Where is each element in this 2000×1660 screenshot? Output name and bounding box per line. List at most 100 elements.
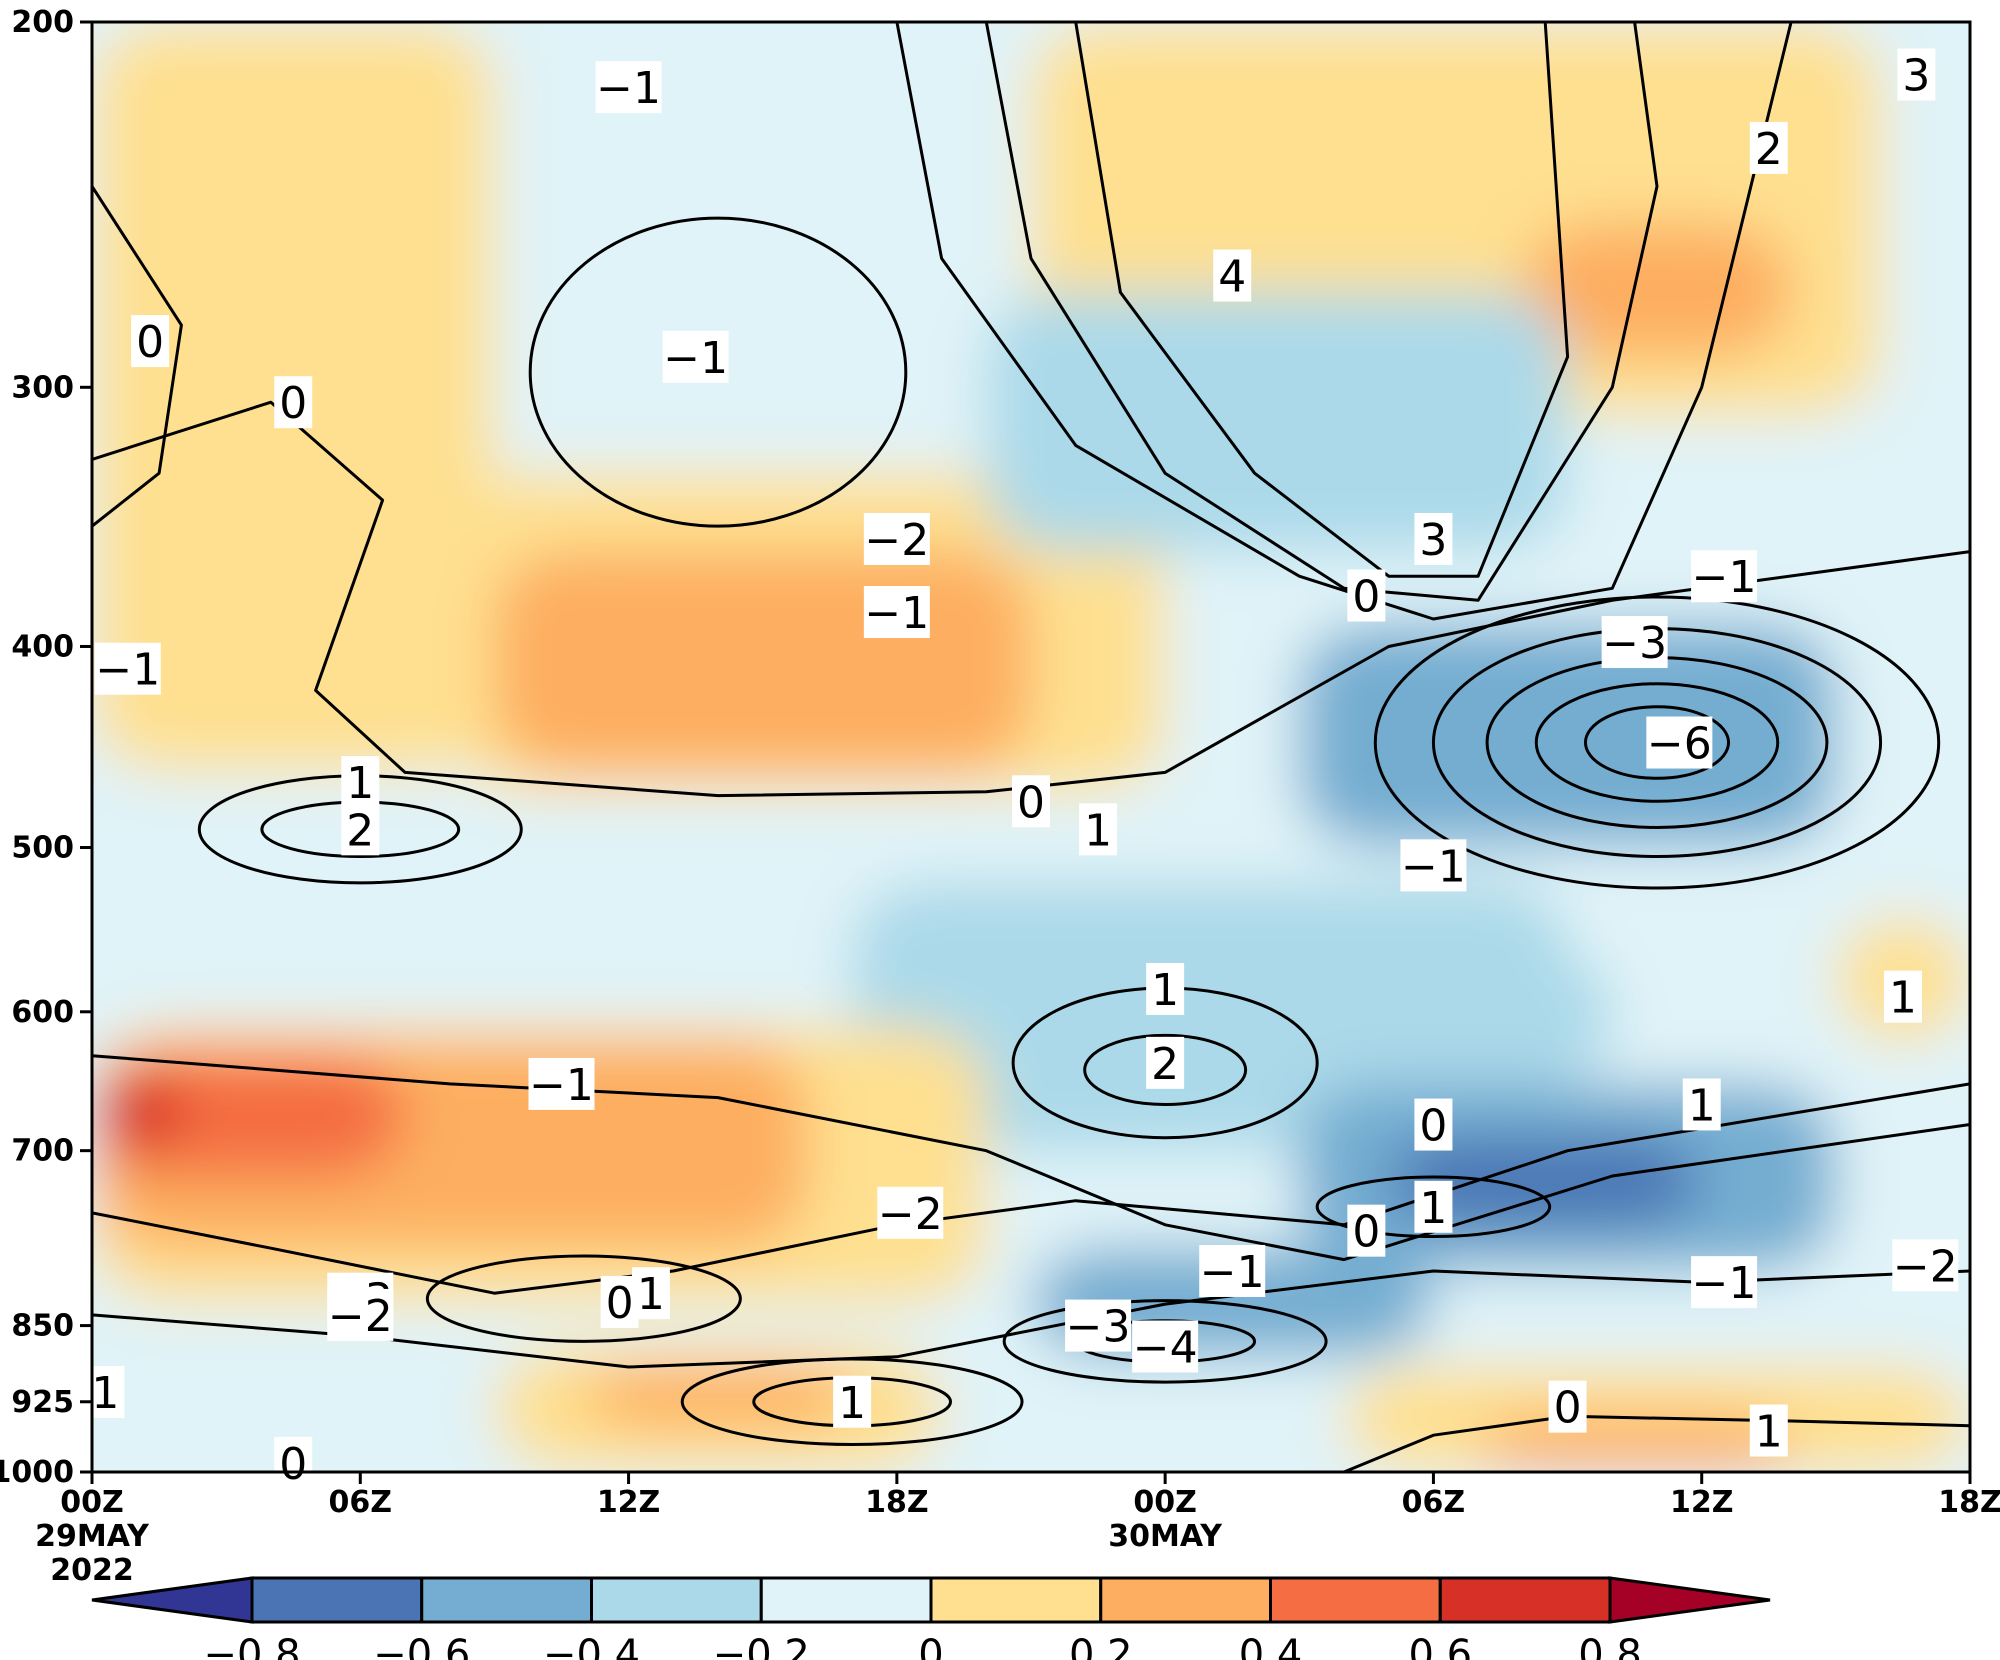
y-tick-label: 200	[11, 5, 74, 40]
shaded-region	[92, 1069, 182, 1151]
contour-line	[1583, 705, 1731, 780]
contour-label-bg	[863, 512, 930, 565]
colorbar-box	[1099, 1576, 1272, 1624]
contour-label: 0	[1554, 1383, 1582, 1434]
y-tick-label: 925	[11, 1385, 74, 1420]
y-axis: 200 300 400 500 600 700 850 925 1000	[0, 5, 92, 1490]
contour-line	[92, 1054, 1970, 1262]
shaded-region	[1478, 1416, 1792, 1472]
contour-label: −1	[864, 588, 929, 639]
contour-label: 0	[136, 317, 164, 368]
contour-label-bg	[274, 1436, 313, 1489]
x-tick-label: 12Z	[1670, 1485, 1734, 1520]
shaded-region	[1344, 668, 1702, 811]
contour-label: 1	[1151, 965, 1179, 1016]
colorbar-tick-label: 0.8	[1578, 1632, 1642, 1660]
colorbar-tick-label: 0	[918, 1632, 943, 1660]
contour-label-bg	[1548, 1380, 1587, 1433]
colorbar-tick-label: 0.6	[1408, 1632, 1472, 1660]
x-tick-label: 12Z	[597, 1485, 661, 1520]
y-tick-label: 850	[11, 1309, 74, 1344]
contour-label-bg	[595, 61, 662, 114]
x-tick-label: 18Z	[1938, 1485, 2000, 1520]
contour-label-bg	[833, 1375, 872, 1428]
contour-label-bg	[662, 330, 729, 383]
contour-label-bg	[528, 1057, 595, 1110]
contour-label: −1	[95, 645, 160, 696]
contour-line	[528, 216, 908, 528]
colorbar-tick-label: −0.2	[713, 1632, 810, 1660]
contour-label: −4	[1133, 1323, 1198, 1374]
contour-label-bg	[1883, 970, 1922, 1023]
contour-label-bg	[1347, 1204, 1386, 1257]
y-tick-label: 600	[11, 995, 74, 1030]
colorbar-box	[250, 1576, 424, 1624]
colorbar-box	[759, 1576, 933, 1624]
y-tick-label: 500	[11, 831, 74, 866]
contour-label: −1	[1692, 1258, 1757, 1309]
contour-line	[1074, 22, 1570, 578]
y-tick-label: 400	[11, 629, 74, 664]
contour-label: −2	[328, 1291, 393, 1342]
colorbar-tick-label: −0.4	[543, 1632, 640, 1660]
contour-label-bg	[1213, 249, 1252, 302]
contour-label-bg	[1347, 569, 1386, 622]
contour-label: 1	[1419, 1183, 1447, 1234]
contour-line	[1373, 595, 1941, 890]
contour-line	[92, 185, 183, 528]
contour-label: −3	[1602, 618, 1667, 669]
contour-label-bg	[1892, 1239, 1959, 1292]
contour-label: −1	[1401, 841, 1466, 892]
contour-label: −2	[878, 1189, 943, 1240]
contour-label-bg	[1682, 1078, 1721, 1131]
contour-label: 1	[91, 1368, 119, 1419]
x-date-label: 30MAY	[1108, 1519, 1223, 1554]
contour-label: 4	[1218, 252, 1246, 303]
contour-label: 2	[1151, 1039, 1179, 1090]
x-date-label: 2022	[50, 1553, 134, 1588]
contour-label: 1	[1755, 1407, 1783, 1458]
x-tick-label: 18Z	[865, 1485, 929, 1520]
shaded-region	[1388, 1137, 1702, 1225]
colorbar-box	[929, 1576, 1103, 1624]
contour-label: 2	[346, 805, 374, 856]
contour-label-bg	[1646, 716, 1713, 769]
contour-label-bg	[1897, 48, 1936, 101]
contour-label: −2	[1893, 1241, 1958, 1292]
contour-label-bg	[1199, 1244, 1266, 1297]
colorbar-tick-label: −0.8	[203, 1632, 300, 1660]
y-tick-label: 700	[11, 1134, 74, 1169]
contour-label-bg	[1132, 1320, 1199, 1373]
contour-line	[984, 22, 1659, 602]
contour-label: 3	[1902, 50, 1930, 101]
colorbar-tick-label: 0.4	[1239, 1632, 1303, 1660]
y-tick-label: 1000	[0, 1455, 74, 1490]
contour-label-bg	[1749, 1404, 1788, 1457]
shaded-region	[494, 551, 1031, 773]
contour-label: 0	[1352, 1207, 1380, 1258]
x-tick-label: 00Z	[60, 1485, 124, 1520]
contour-label-bg	[1065, 1299, 1132, 1352]
shaded-region	[1209, 949, 1613, 1084]
contour-label: −1	[1200, 1247, 1265, 1298]
colorbar-extend-high	[1608, 1576, 1771, 1624]
contour-label-bg	[1691, 1256, 1758, 1309]
contour-label-bg	[1012, 775, 1050, 828]
contour-line	[1534, 682, 1780, 803]
contour-line	[92, 400, 1970, 798]
contour-label-bg	[1400, 839, 1467, 892]
contour-label: 2	[1755, 124, 1783, 175]
contour-label: 0	[606, 1278, 634, 1329]
contour-label: −1	[596, 63, 661, 114]
colorbar: −0.8 −0.6 −0.4 −0.2 0 0.2 0.4 0.6 0.8	[91, 1576, 1771, 1660]
contour-label-bg	[600, 1275, 639, 1328]
contour-line	[1315, 1175, 1552, 1239]
contour-label: 0	[279, 1439, 307, 1490]
contour-label-bg	[94, 642, 161, 695]
contour-label: 1	[1889, 973, 1917, 1024]
plot-frame	[90, 20, 1972, 1474]
contour-label-bg	[274, 376, 313, 429]
